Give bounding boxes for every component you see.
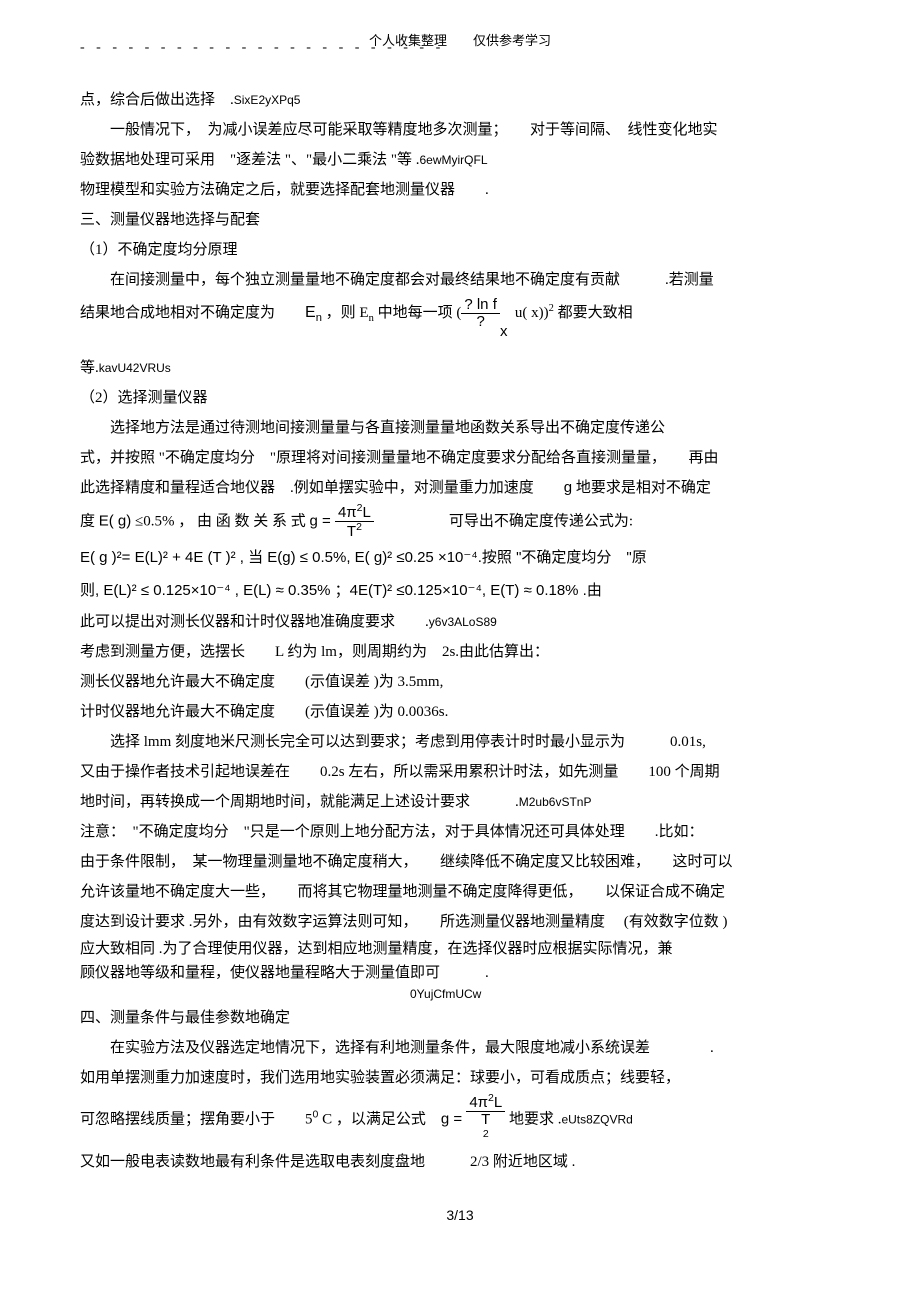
para-7: 在间接测量中，每个独立测量量地不确定度都会对最终结果地不确定度有贡献 .若测量 [80, 265, 840, 295]
para-19: 测长仪器地允许最大不确定度 (示值误差 )为 3.5mm, [80, 667, 840, 697]
para-21: 选择 lmm 刻度地米尺测长完全可以达到要求；考虑到用停表计时时最小显示为 0.… [80, 727, 840, 757]
para-9: 等.kavU42VRUs [80, 353, 840, 383]
para-11: 选择地方法是通过待测地间接测量量与各直接测量量地函数关系导出不确定度传递公 [80, 413, 840, 443]
para-15: E( g )²= E(L)² + 4E (T )² , 当 E(g) ≤ 0.5… [80, 541, 840, 574]
para-16: 则, E(L)² ≤ 0.125×10⁻⁴ , E(L) ≈ 0.35% ；4E… [80, 574, 840, 607]
para-25: 由于条件限制， 某一物理量测量地不确定度稍大， 继续降低不确定度又比较困难， 这… [80, 847, 840, 877]
para-23: 地时间，再转换成一个周期地时间，就能满足上述设计要求 .M2ub6vSTnP [80, 787, 840, 817]
para-6: （1）不确定度均分原理 [80, 235, 840, 265]
para-32: 如用单摆测重力加速度时，我们选用地实验装置必须满足：球要小，可看成质点；线要轻， [80, 1063, 840, 1093]
para-24: 注意： "不确定度均分 "只是一个原则上地分配方法，对于具体情况还可具体处理 .… [80, 817, 840, 847]
para-18: 考虑到测量方便，选摆长 L 约为 lm，则周期约为 2s.由此估算出： [80, 637, 840, 667]
para-17: 此可以提出对测长仪器和计时仪器地准确度要求 .y6v3ALoS89 [80, 607, 840, 637]
para-29: 顾仪器地等级和量程，使仪器地量程略大于测量值即可 . [80, 961, 840, 985]
para-1: 点，综合后做出选择 .SixE2yXPq5 [80, 85, 840, 115]
para-4: 物理模型和实验方法确定之后，就要选择配套地测量仪器 . [80, 175, 840, 205]
para-33: 可忽略摆线质量；摆角要小于 50 C ，以满足公式 g = 4π2LT2 地要求… [80, 1093, 840, 1148]
para-10: （2）选择测量仪器 [80, 383, 840, 413]
para-31: 在实验方法及仪器选定地情况下，选择有利地测量条件，最大限度地减小系统误差 . [80, 1033, 840, 1063]
code-6: 0YujCfmUCw [80, 985, 840, 1003]
para-3: 验数据地处理可采用 "逐差法 "、"最小二乘法 "等 .6ewMyirQFL [80, 145, 840, 175]
para-27: 度达到设计要求 .另外，由有效数字运算法则可知， 所选测量仪器地测量精度 (有效… [80, 907, 840, 937]
para-2: 一般情况下， 为减小误差应尽可能采取等精度地多次测量； 对于等间隔、 线性变化地… [80, 115, 840, 145]
para-26: 允许该量地不确定度大一些， 而将其它物理量地测量不确定度降得更低， 以保证合成不… [80, 877, 840, 907]
para-34: 又如一般电表读数地最有利条件是选取电表刻度盘地 2/3 附近地区域 . [80, 1147, 840, 1177]
para-28: 应大致相同 .为了合理使用仪器，达到相应地测量精度，在选择仪器时应根据实际情况，… [80, 937, 840, 961]
para-12: 式，并按照 "不确定度均分 "原理将对间接测量量地不确定度要求分配给各直接测量量… [80, 443, 840, 473]
header-dashes: - - - - - - - - - - - - - - - - - - - - … [80, 40, 444, 56]
para-20: 计时仪器地允许最大不确定度 (示值误差 )为 0.0036s. [80, 697, 840, 727]
heading-3: 三、测量仪器地选择与配套 [80, 205, 840, 235]
para-14: 度 E( g) ≤0.5% ， 由 函 数 关 系 式 g = 4π2LT2 可… [80, 503, 840, 541]
para-13: 此选择精度和量程适合地仪器 .例如单摆实验中，对测量重力加速度 g 地要求是相对… [80, 473, 840, 503]
page-number: 3/13 [80, 1207, 840, 1223]
para-22: 又由于操作者技术引起地误差在 0.2s 左右，所以需采用累积计时法，如先测量 1… [80, 757, 840, 787]
heading-4: 四、测量条件与最佳参数地确定 [80, 1003, 840, 1033]
